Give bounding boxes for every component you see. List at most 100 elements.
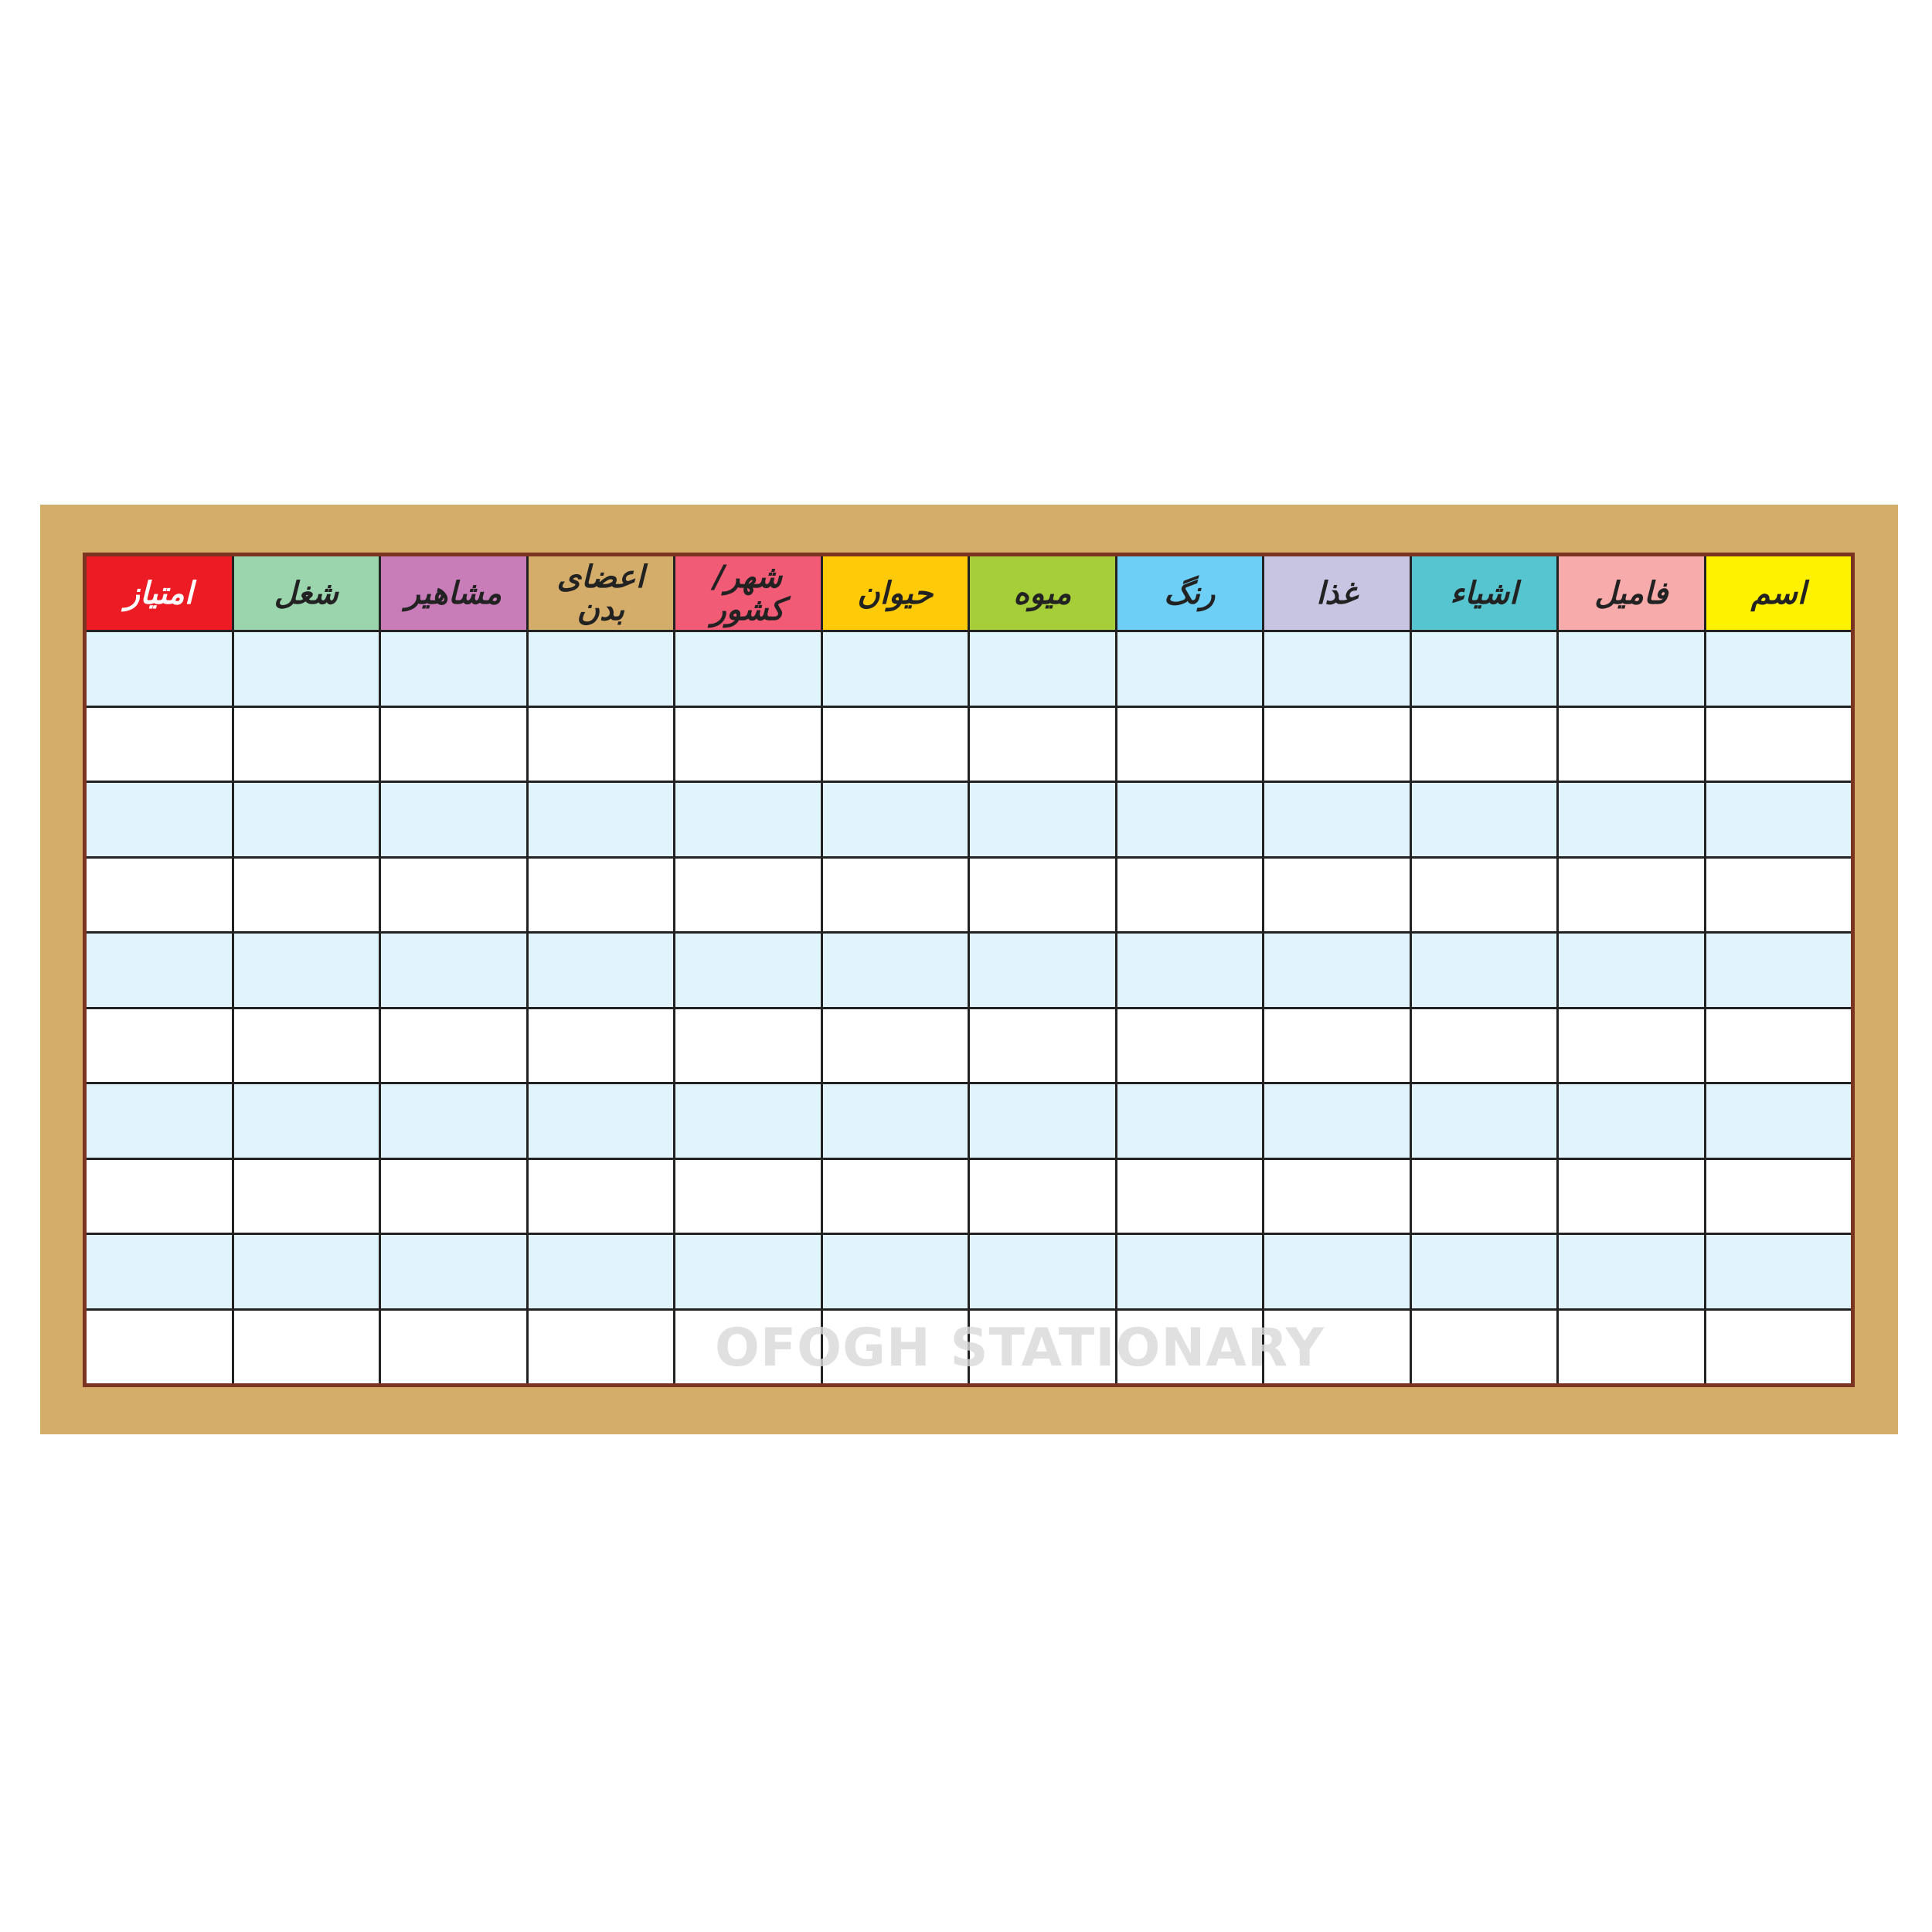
- table-cell[interactable]: [822, 707, 968, 781]
- table-cell[interactable]: [87, 1159, 232, 1233]
- table-cell[interactable]: [87, 632, 232, 706]
- table-cell[interactable]: [233, 783, 379, 856]
- table-cell[interactable]: [1117, 1009, 1262, 1082]
- table-cell[interactable]: [675, 1235, 821, 1308]
- table-cell[interactable]: [1264, 1159, 1410, 1233]
- table-cell[interactable]: [970, 858, 1115, 931]
- table-cell[interactable]: [87, 783, 232, 856]
- table-cell[interactable]: [1559, 858, 1704, 931]
- table-cell[interactable]: [1264, 1310, 1410, 1383]
- table-cell[interactable]: [233, 858, 379, 931]
- table-cell[interactable]: [528, 1084, 673, 1158]
- table-cell[interactable]: [822, 1159, 968, 1233]
- table-cell[interactable]: [528, 707, 673, 781]
- table-cell[interactable]: [1117, 783, 1262, 856]
- table-cell[interactable]: [1559, 1084, 1704, 1158]
- table-cell[interactable]: [675, 783, 821, 856]
- table-cell[interactable]: [1117, 934, 1262, 1007]
- table-cell[interactable]: [1117, 1084, 1262, 1158]
- table-cell[interactable]: [233, 707, 379, 781]
- table-cell[interactable]: [822, 1084, 968, 1158]
- table-cell[interactable]: [87, 707, 232, 781]
- table-cell[interactable]: [381, 707, 526, 781]
- table-cell[interactable]: [1264, 934, 1410, 1007]
- table-cell[interactable]: [1559, 1159, 1704, 1233]
- table-cell[interactable]: [381, 1009, 526, 1082]
- table-cell[interactable]: [970, 1009, 1115, 1082]
- table-cell[interactable]: [822, 783, 968, 856]
- table-cell[interactable]: [381, 1235, 526, 1308]
- table-cell[interactable]: [381, 934, 526, 1007]
- table-cell[interactable]: [1706, 1310, 1851, 1383]
- table-cell[interactable]: [381, 783, 526, 856]
- table-cell[interactable]: [87, 1235, 232, 1308]
- table-cell[interactable]: [528, 632, 673, 706]
- table-cell[interactable]: [1706, 858, 1851, 931]
- table-cell[interactable]: [233, 1159, 379, 1233]
- table-cell[interactable]: [675, 1009, 821, 1082]
- table-cell[interactable]: [1411, 934, 1556, 1007]
- table-cell[interactable]: [87, 1009, 232, 1082]
- table-cell[interactable]: [381, 632, 526, 706]
- table-cell[interactable]: [970, 707, 1115, 781]
- table-cell[interactable]: [970, 1310, 1115, 1383]
- table-cell[interactable]: [1264, 632, 1410, 706]
- table-cell[interactable]: [675, 632, 821, 706]
- table-cell[interactable]: [1559, 934, 1704, 1007]
- table-cell[interactable]: [87, 1310, 232, 1383]
- table-cell[interactable]: [675, 1159, 821, 1233]
- table-cell[interactable]: [233, 1310, 379, 1383]
- table-cell[interactable]: [1117, 1159, 1262, 1233]
- table-cell[interactable]: [1706, 1084, 1851, 1158]
- table-cell[interactable]: [1411, 858, 1556, 931]
- table-cell[interactable]: [1411, 632, 1556, 706]
- table-cell[interactable]: [381, 1310, 526, 1383]
- table-cell[interactable]: [1117, 858, 1262, 931]
- table-cell[interactable]: [970, 783, 1115, 856]
- table-cell[interactable]: [1559, 1009, 1704, 1082]
- table-cell[interactable]: [1117, 632, 1262, 706]
- table-cell[interactable]: [528, 1159, 673, 1233]
- table-cell[interactable]: [87, 858, 232, 931]
- table-cell[interactable]: [675, 707, 821, 781]
- table-cell[interactable]: [1411, 1159, 1556, 1233]
- table-cell[interactable]: [822, 858, 968, 931]
- table-cell[interactable]: [528, 1009, 673, 1082]
- table-cell[interactable]: [675, 1310, 821, 1383]
- table-cell[interactable]: [1264, 858, 1410, 931]
- table-cell[interactable]: [1411, 707, 1556, 781]
- table-cell[interactable]: [1264, 1009, 1410, 1082]
- table-cell[interactable]: [1559, 707, 1704, 781]
- table-cell[interactable]: [1117, 1310, 1262, 1383]
- table-cell[interactable]: [1706, 707, 1851, 781]
- table-cell[interactable]: [1117, 707, 1262, 781]
- table-cell[interactable]: [381, 1159, 526, 1233]
- table-cell[interactable]: [381, 1084, 526, 1158]
- table-cell[interactable]: [1117, 1235, 1262, 1308]
- table-cell[interactable]: [87, 934, 232, 1007]
- table-cell[interactable]: [1559, 1310, 1704, 1383]
- table-cell[interactable]: [1264, 783, 1410, 856]
- table-cell[interactable]: [1559, 1235, 1704, 1308]
- table-cell[interactable]: [970, 1235, 1115, 1308]
- table-cell[interactable]: [822, 934, 968, 1007]
- table-cell[interactable]: [675, 858, 821, 931]
- table-cell[interactable]: [970, 632, 1115, 706]
- table-cell[interactable]: [1706, 783, 1851, 856]
- table-cell[interactable]: [1264, 1235, 1410, 1308]
- table-cell[interactable]: [528, 1310, 673, 1383]
- table-cell[interactable]: [233, 632, 379, 706]
- table-cell[interactable]: [822, 632, 968, 706]
- table-cell[interactable]: [675, 1084, 821, 1158]
- table-cell[interactable]: [528, 858, 673, 931]
- table-cell[interactable]: [822, 1009, 968, 1082]
- table-cell[interactable]: [1559, 632, 1704, 706]
- table-cell[interactable]: [233, 934, 379, 1007]
- table-cell[interactable]: [1411, 1084, 1556, 1158]
- table-cell[interactable]: [233, 1235, 379, 1308]
- table-cell[interactable]: [1706, 1009, 1851, 1082]
- table-cell[interactable]: [1706, 632, 1851, 706]
- table-cell[interactable]: [233, 1009, 379, 1082]
- table-cell[interactable]: [1706, 1235, 1851, 1308]
- table-cell[interactable]: [1264, 707, 1410, 781]
